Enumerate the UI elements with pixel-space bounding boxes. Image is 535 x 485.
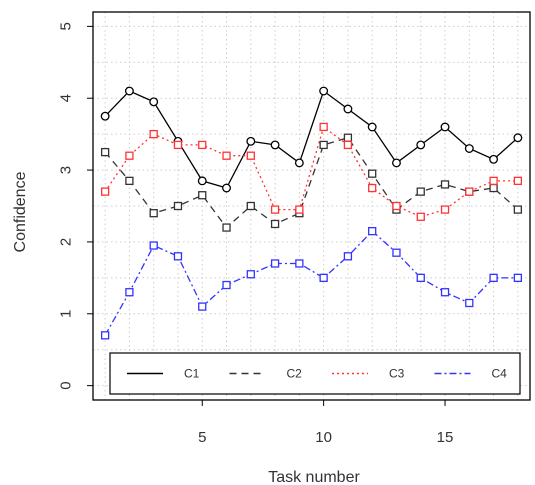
legend-box bbox=[109, 352, 521, 395]
data-point-c1 bbox=[222, 183, 231, 193]
data-point-c2 bbox=[489, 183, 498, 193]
x-tick-label: 5 bbox=[198, 429, 206, 446]
y-tick-label: 3 bbox=[58, 166, 75, 174]
axes: 5 10 15 0 1 2 3 4 5 bbox=[58, 22, 454, 446]
data-point-c1 bbox=[149, 97, 159, 107]
data-point-c1 bbox=[489, 154, 499, 164]
data-point-c3 bbox=[392, 201, 401, 211]
data-point-c2 bbox=[246, 201, 255, 211]
data-point-c3 bbox=[319, 122, 328, 132]
data-point-c2 bbox=[343, 133, 353, 142]
data-point-c2 bbox=[125, 176, 134, 186]
data-point-c4 bbox=[173, 252, 183, 261]
data-point-c3 bbox=[173, 140, 183, 150]
data-point-c1 bbox=[392, 158, 401, 168]
data-point-c3 bbox=[489, 176, 498, 186]
data-point-c3 bbox=[465, 187, 474, 196]
data-point-c2 bbox=[149, 209, 158, 218]
data-point-c4 bbox=[270, 259, 280, 268]
data-point-c1 bbox=[246, 136, 256, 146]
data-point-c4 bbox=[198, 302, 207, 311]
plot-frame bbox=[92, 11, 531, 401]
data-point-c2 bbox=[270, 219, 280, 229]
data-point-c3 bbox=[440, 205, 450, 214]
data-point-c1 bbox=[270, 140, 280, 150]
data-point-c3 bbox=[100, 187, 110, 196]
data-point-c4 bbox=[392, 248, 401, 257]
data-point-c1 bbox=[440, 122, 450, 132]
legend-label-c1: C1 bbox=[184, 367, 200, 381]
data-point-c4 bbox=[440, 288, 450, 297]
data-point-c3 bbox=[270, 205, 280, 214]
data-point-c3 bbox=[416, 212, 425, 221]
data-point-c3 bbox=[295, 205, 304, 214]
data-point-c2 bbox=[100, 147, 110, 157]
legend-label-c3: C3 bbox=[389, 367, 405, 381]
data-point-c4 bbox=[100, 331, 110, 340]
data-point-c3 bbox=[149, 129, 158, 139]
data-point-c4 bbox=[343, 252, 353, 261]
series-line-c1 bbox=[104, 89, 519, 189]
data-point-c3 bbox=[368, 183, 377, 193]
y-axis-title: Confidence bbox=[12, 171, 29, 252]
data-point-c4 bbox=[319, 273, 328, 283]
legend-label-c4: C4 bbox=[492, 367, 508, 381]
series-line-c2 bbox=[104, 136, 519, 229]
data-point-c4 bbox=[416, 273, 425, 283]
data-point-c1 bbox=[367, 122, 377, 132]
data-point-c3 bbox=[222, 151, 231, 160]
data-point-c1 bbox=[416, 140, 426, 150]
legend-label-c2: C2 bbox=[287, 367, 303, 381]
data-point-c1 bbox=[124, 86, 134, 96]
data-point-c2 bbox=[440, 180, 450, 189]
data-point-c2 bbox=[513, 205, 523, 214]
x-axis-title: Task number bbox=[268, 469, 360, 485]
data-point-c3 bbox=[343, 140, 353, 150]
series-markers bbox=[100, 86, 523, 340]
data-point-c1 bbox=[319, 86, 329, 96]
data-point-c4 bbox=[295, 259, 304, 268]
data-point-c1 bbox=[294, 158, 304, 168]
y-tick-label: 1 bbox=[58, 310, 75, 318]
data-point-c3 bbox=[513, 176, 523, 186]
data-point-c2 bbox=[222, 223, 231, 232]
y-tick-label: 5 bbox=[58, 22, 75, 30]
data-point-c2 bbox=[319, 140, 328, 150]
data-point-c1 bbox=[100, 111, 110, 121]
y-tick-label: 0 bbox=[58, 381, 75, 389]
data-point-c2 bbox=[173, 201, 183, 211]
data-point-c1 bbox=[197, 176, 207, 186]
data-point-c4 bbox=[368, 226, 377, 236]
x-tick-label: 10 bbox=[315, 429, 332, 446]
data-point-c1 bbox=[343, 104, 353, 114]
data-point-c2 bbox=[416, 187, 425, 196]
series-line-c4 bbox=[104, 230, 518, 336]
data-point-c1 bbox=[513, 133, 523, 143]
data-point-c4 bbox=[489, 273, 498, 283]
data-point-c2 bbox=[368, 169, 377, 178]
data-point-c2 bbox=[198, 191, 207, 200]
data-point-c3 bbox=[198, 140, 207, 150]
data-point-c3 bbox=[246, 151, 255, 160]
y-tick-label: 4 bbox=[58, 94, 75, 102]
data-point-c4 bbox=[149, 241, 158, 250]
data-point-c4 bbox=[125, 288, 134, 297]
y-tick-label: 2 bbox=[58, 238, 75, 246]
series-line-c3 bbox=[104, 125, 518, 218]
legend: C1 C2 C3 C4 bbox=[109, 352, 521, 395]
data-point-c4 bbox=[222, 280, 231, 290]
x-tick-label: 15 bbox=[437, 429, 454, 446]
data-point-c1 bbox=[464, 144, 474, 153]
data-point-c4 bbox=[513, 273, 523, 283]
data-point-c3 bbox=[125, 151, 134, 160]
data-point-c4 bbox=[246, 270, 255, 279]
series-lines bbox=[104, 89, 519, 336]
data-point-c4 bbox=[465, 298, 474, 308]
grid-lines bbox=[93, 12, 530, 400]
